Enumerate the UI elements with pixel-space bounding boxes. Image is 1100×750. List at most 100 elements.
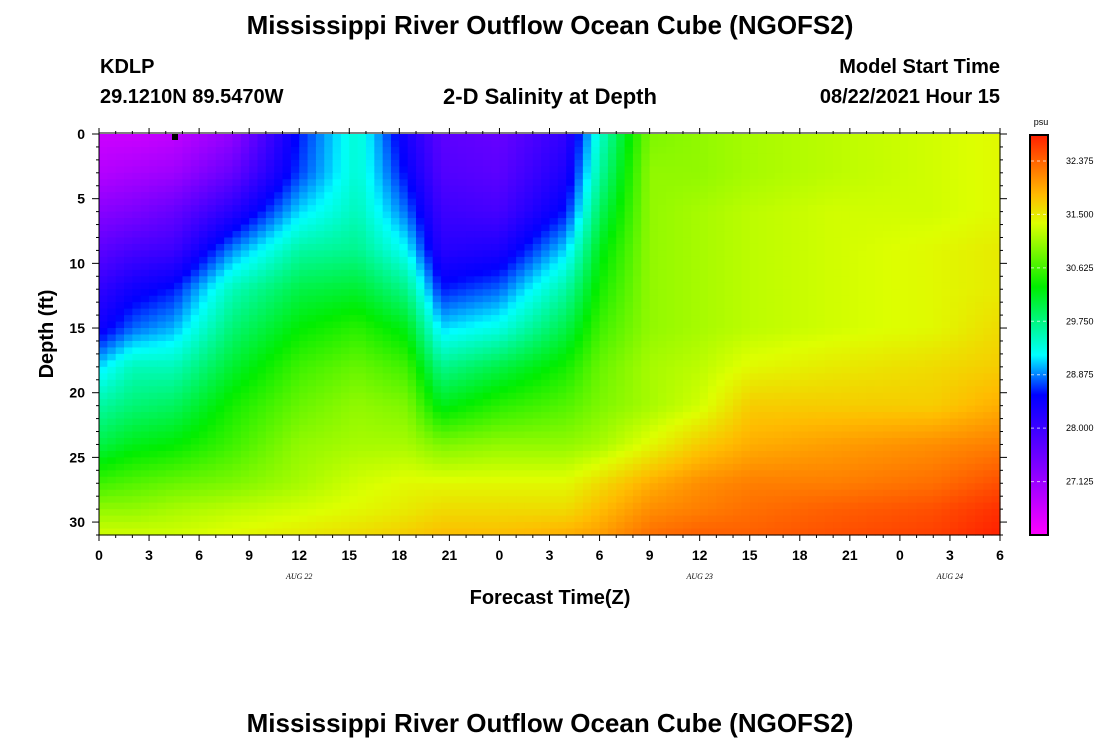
heatmap-cell: [115, 302, 125, 310]
heatmap-cell: [674, 308, 684, 316]
heatmap-cell: [749, 146, 759, 155]
heatmap-cell: [324, 256, 334, 264]
heatmap-cell: [933, 269, 943, 277]
heatmap-cell: [340, 179, 350, 187]
heatmap-cell: [132, 153, 142, 161]
heatmap-cell: [99, 159, 108, 167]
heatmap-cell: [774, 302, 784, 310]
heatmap-cell: [124, 340, 133, 349]
heatmap-cell: [716, 392, 726, 400]
heatmap-cell: [641, 399, 651, 407]
heatmap-cell: [699, 334, 709, 342]
heatmap-cell: [599, 379, 609, 387]
heatmap-cell: [699, 218, 709, 226]
heatmap-cell: [115, 205, 125, 213]
heatmap-cell: [833, 340, 843, 349]
heatmap-cell: [599, 282, 609, 290]
heatmap-cell: [682, 146, 692, 155]
heatmap-cell: [315, 256, 325, 264]
heatmap-cell: [457, 295, 467, 303]
heatmap-cell: [474, 153, 484, 161]
heatmap-cell: [858, 166, 868, 174]
heatmap-cell: [174, 295, 184, 303]
heatmap-cell: [649, 340, 659, 349]
heatmap-cell: [708, 405, 717, 413]
heatmap-cell: [474, 237, 484, 245]
heatmap-cell: [574, 243, 584, 252]
heatmap-cell: [407, 334, 417, 342]
heatmap-cell: [390, 308, 400, 316]
heatmap-cell: [441, 243, 450, 252]
heatmap-cell: [716, 418, 726, 426]
heatmap-cell: [841, 159, 851, 167]
heatmap-cell: [282, 276, 292, 284]
heatmap-cell: [749, 418, 759, 426]
heatmap-cell: [708, 308, 717, 316]
heatmap-cell: [441, 231, 450, 239]
heatmap-cell: [499, 205, 509, 213]
heatmap-cell: [632, 366, 642, 374]
heatmap-cell: [340, 159, 350, 167]
heatmap-cell: [107, 205, 117, 213]
heatmap-cell: [557, 386, 567, 394]
heatmap-cell: [307, 347, 317, 355]
heatmap-cell: [174, 405, 184, 413]
heatmap-cell: [632, 140, 642, 148]
heatmap-cell: [182, 315, 192, 323]
heatmap-cell: [641, 412, 651, 420]
heatmap-cell: [282, 243, 292, 252]
heatmap-cell: [833, 218, 843, 226]
heatmap-cell: [691, 412, 701, 420]
heatmap-cell: [549, 282, 559, 290]
heatmap-cell: [149, 134, 158, 142]
heatmap-cell: [899, 198, 909, 206]
heatmap-cell: [290, 224, 300, 232]
heatmap-cell: [140, 340, 150, 349]
heatmap-cell: [340, 198, 350, 206]
heatmap-cell: [265, 179, 275, 187]
heatmap-cell: [232, 218, 242, 226]
heatmap-cell: [708, 340, 717, 349]
heatmap-cell: [549, 373, 559, 381]
heatmap-cell: [991, 340, 1001, 349]
heatmap-cell: [190, 392, 200, 400]
heatmap-cell: [157, 289, 167, 297]
heatmap-cell: [416, 321, 425, 329]
heatmap-cell: [724, 340, 734, 349]
heatmap-cell: [466, 418, 476, 426]
heatmap-cell: [958, 198, 968, 206]
heatmap-cell: [941, 405, 951, 413]
heatmap-cell: [207, 218, 217, 226]
heatmap-cell: [983, 373, 993, 381]
heatmap-cell: [566, 289, 576, 297]
heatmap-cell: [140, 431, 150, 439]
heatmap-cell: [632, 237, 642, 245]
heatmap-cell: [449, 237, 459, 245]
heatmap-cell: [749, 353, 759, 361]
heatmap-cell: [849, 172, 859, 180]
heatmap-cell: [124, 269, 133, 277]
heatmap-cell: [749, 185, 759, 193]
heatmap-cell: [874, 418, 884, 426]
heatmap-cell: [899, 179, 909, 187]
heatmap-cell: [124, 263, 133, 271]
heatmap-cell: [207, 192, 217, 200]
heatmap-cell: [974, 218, 984, 226]
heatmap-cell: [165, 231, 175, 239]
heatmap-cell: [574, 308, 584, 316]
heatmap-cell: [958, 166, 968, 174]
heatmap-cell: [449, 218, 459, 226]
heatmap-cell: [282, 198, 292, 206]
heatmap-cell: [424, 159, 434, 167]
heatmap-cell: [315, 185, 325, 193]
heatmap-cell: [991, 282, 1001, 290]
heatmap-cell: [149, 366, 158, 374]
heatmap-cell: [741, 250, 751, 258]
heatmap-cell: [349, 250, 359, 258]
heatmap-cell: [207, 256, 217, 264]
heatmap-cell: [424, 282, 434, 290]
heatmap-cell: [491, 250, 501, 258]
heatmap-cell: [607, 373, 617, 381]
heatmap-cell: [849, 185, 859, 193]
heatmap-cell: [499, 308, 509, 316]
